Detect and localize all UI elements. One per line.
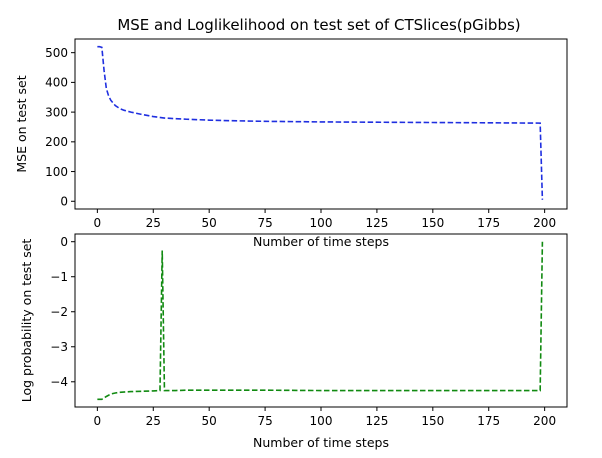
logprob-x-tick-label: 125 [365, 414, 388, 428]
mse-series-line-0 [97, 45, 544, 200]
logprob-x-axis-label: Number of time steps [253, 435, 389, 450]
logprob-y-tick-label: −2 [50, 305, 68, 319]
logprob-x-tick-label: 0 [94, 414, 102, 428]
mse-x-tick-label: 125 [365, 216, 388, 230]
logprob-series-line-0 [97, 241, 544, 401]
figure-title: MSE and Loglikelihood on test set of CTS… [117, 16, 520, 34]
mse-x-tick-label: 0 [94, 216, 102, 230]
logprob-y-tick-label: −4 [50, 375, 68, 389]
mse-x-tick-label: 175 [477, 216, 500, 230]
logprob-axes-frame [74, 233, 568, 408]
logprob-y-tick-label: −1 [50, 270, 68, 284]
logprob-x-tick-label: 75 [257, 414, 272, 428]
mse-x-tick-label: 100 [310, 216, 333, 230]
mse-axes-frame [74, 38, 568, 210]
mse-x-tick-label: 25 [146, 216, 161, 230]
logprob-y-axis-label: Log probability on test set [19, 239, 34, 403]
mse-x-tick-label: 200 [533, 216, 556, 230]
logprob-x-tick-label: 50 [202, 414, 217, 428]
logprob-y-tick-label: −3 [50, 340, 68, 354]
logprob-x-tick-label: 175 [477, 414, 500, 428]
mse-y-tick-label: 100 [45, 165, 68, 179]
mse-x-tick-label: 50 [202, 216, 217, 230]
logprob-x-tick-label: 200 [533, 414, 556, 428]
logprob-x-tick-label: 25 [146, 414, 161, 428]
mse-y-tick-label: 300 [45, 105, 68, 119]
mse-y-tick-label: 400 [45, 76, 68, 90]
mse-x-tick-label: 150 [421, 216, 444, 230]
logprob-x-tick-label: 100 [310, 414, 333, 428]
mse-y-tick-label: 200 [45, 135, 68, 149]
logprob-axes: 0 25 50 75 100 125 150 175 200 −4 −3 −2 −1 0 Number of… [19, 233, 568, 450]
mse-x-tick-label: 75 [257, 216, 272, 230]
mse-y-axis-label: MSE on test set [14, 75, 29, 172]
mse-y-tick-label: 500 [45, 46, 68, 60]
logprob-y-tick-label: 0 [60, 235, 68, 249]
mse-axes: 0 25 50 75 100 125 150 175 200 0 100 200 300 400 500 Nu… [14, 38, 568, 249]
logprob-x-tick-label: 150 [421, 414, 444, 428]
mse-x-axis-label: Number of time steps [253, 234, 389, 249]
mse-y-tick-label: 0 [60, 195, 68, 209]
